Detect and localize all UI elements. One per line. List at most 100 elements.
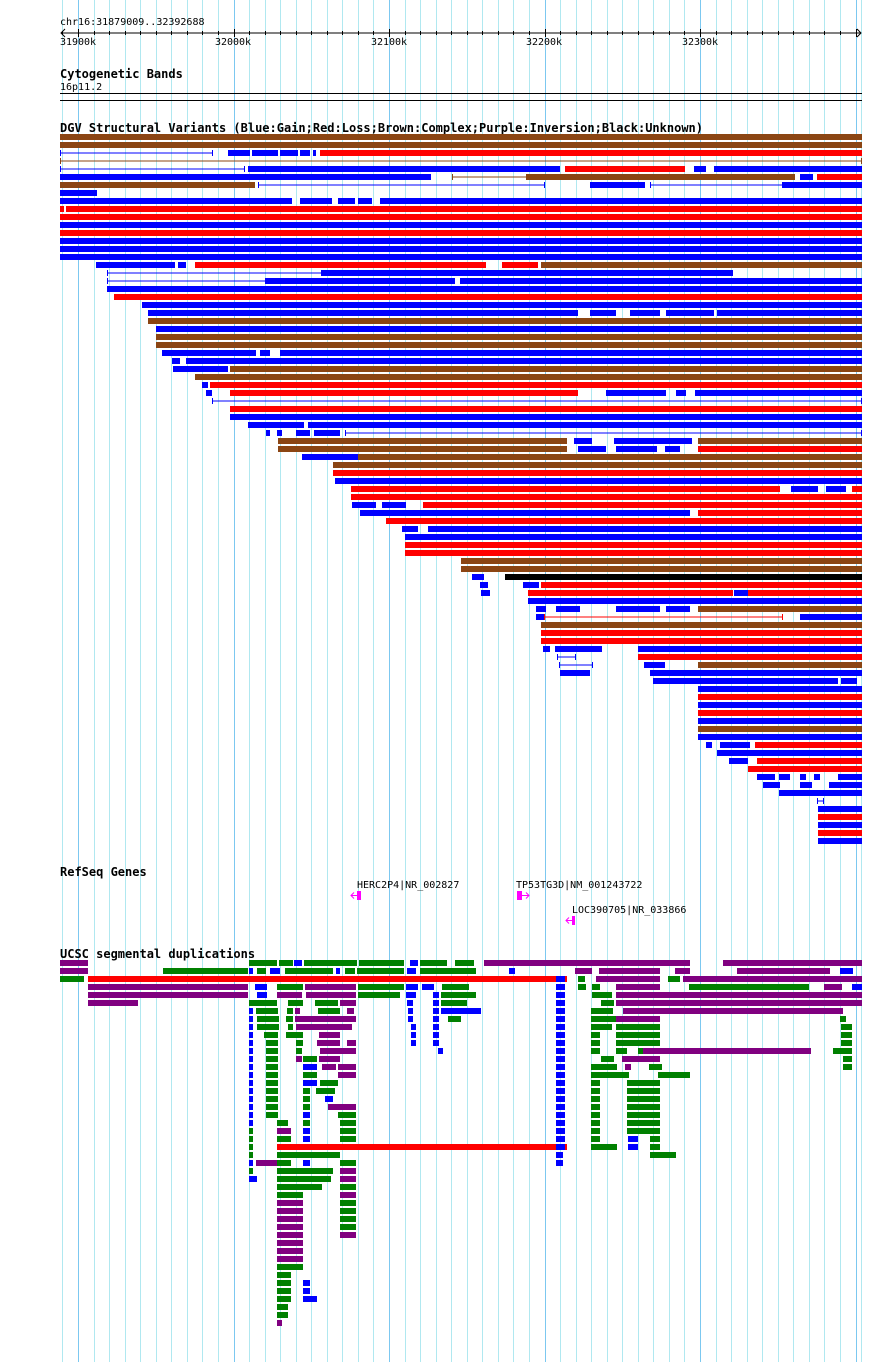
- segdup-green[interactable]: [249, 1152, 253, 1158]
- gain-variant[interactable]: [303, 1128, 310, 1134]
- gain-variant[interactable]: [698, 718, 862, 724]
- loss-variant[interactable]: [230, 406, 862, 412]
- gain-variant[interactable]: [60, 174, 431, 180]
- segdup-green[interactable]: [650, 1136, 660, 1142]
- gain-variant[interactable]: [249, 1120, 253, 1126]
- segdup-green[interactable]: [303, 1056, 317, 1062]
- gain-variant[interactable]: [249, 1088, 253, 1094]
- gain-variant[interactable]: [638, 646, 862, 652]
- segdup-green[interactable]: [591, 1072, 617, 1078]
- gain-variant[interactable]: [270, 968, 280, 974]
- segdup-green[interactable]: [638, 1048, 644, 1054]
- gain-variant[interactable]: [536, 614, 544, 620]
- segdup-purple[interactable]: [737, 968, 830, 974]
- loss-variant[interactable]: [60, 230, 862, 236]
- gain-variant[interactable]: [60, 222, 862, 228]
- segdup-green[interactable]: [601, 1000, 614, 1006]
- loss-variant[interactable]: [748, 590, 862, 596]
- loss-variant[interactable]: [817, 174, 862, 180]
- gain-variant[interactable]: [650, 670, 862, 676]
- gain-variant[interactable]: [838, 774, 862, 780]
- segdup-green[interactable]: [616, 1032, 660, 1038]
- segdup-green[interactable]: [266, 1048, 278, 1054]
- loss-variant[interactable]: [757, 758, 862, 764]
- segdup-purple[interactable]: [277, 1200, 303, 1206]
- gain-variant[interactable]: [358, 198, 372, 204]
- gain-variant[interactable]: [314, 430, 340, 436]
- segdup-green[interactable]: [591, 1112, 600, 1118]
- loss-variant[interactable]: [88, 976, 567, 982]
- segdup-green[interactable]: [340, 1208, 356, 1214]
- gain-variant[interactable]: [829, 782, 862, 788]
- gain-variant[interactable]: [142, 302, 862, 308]
- segdup-purple[interactable]: [340, 1176, 356, 1182]
- gain-variant[interactable]: [322, 270, 733, 276]
- segdup-green[interactable]: [288, 1000, 303, 1006]
- gain-variant[interactable]: [411, 1032, 416, 1038]
- loss-variant[interactable]: [277, 1144, 567, 1150]
- gain-variant[interactable]: [266, 278, 455, 284]
- gain-variant[interactable]: [720, 742, 750, 748]
- gain-variant[interactable]: [556, 1024, 565, 1030]
- loss-variant[interactable]: [818, 814, 862, 820]
- complex-variant[interactable]: [60, 134, 862, 140]
- segdup-green[interactable]: [357, 968, 404, 974]
- gain-variant[interactable]: [336, 968, 340, 974]
- gain-variant[interactable]: [433, 1016, 439, 1022]
- segdup-purple[interactable]: [277, 1256, 303, 1262]
- segdup-purple[interactable]: [277, 992, 302, 998]
- segdup-green[interactable]: [591, 1128, 600, 1134]
- segdup-green[interactable]: [591, 1080, 600, 1086]
- segdup-purple[interactable]: [625, 1064, 631, 1070]
- gain-variant[interactable]: [249, 1072, 253, 1078]
- segdup-green[interactable]: [627, 1104, 660, 1110]
- segdup-green[interactable]: [277, 984, 303, 990]
- gain-variant[interactable]: [644, 662, 665, 668]
- gain-variant[interactable]: [230, 414, 862, 420]
- gain-variant[interactable]: [441, 1008, 481, 1014]
- segdup-green[interactable]: [650, 1144, 660, 1150]
- gain-variant[interactable]: [757, 774, 775, 780]
- gain-variant[interactable]: [729, 758, 748, 764]
- complex-variant[interactable]: [541, 262, 862, 268]
- segdup-green[interactable]: [266, 1112, 278, 1118]
- gain-variant[interactable]: [107, 286, 862, 292]
- gain-variant[interactable]: [206, 390, 212, 396]
- loss-variant[interactable]: [565, 166, 685, 172]
- gain-variant[interactable]: [407, 1000, 413, 1006]
- gain-variant[interactable]: [178, 262, 186, 268]
- gain-variant[interactable]: [382, 502, 406, 508]
- complex-variant[interactable]: [527, 174, 795, 180]
- unknown-variant[interactable]: [505, 574, 862, 580]
- complex-variant[interactable]: [698, 606, 862, 612]
- segdup-green[interactable]: [833, 1048, 852, 1054]
- segdup-green[interactable]: [455, 960, 474, 966]
- gain-variant[interactable]: [556, 1096, 565, 1102]
- gain-variant[interactable]: [779, 774, 790, 780]
- gain-variant[interactable]: [296, 430, 310, 436]
- gain-variant[interactable]: [249, 1016, 253, 1022]
- gain-variant[interactable]: [556, 1120, 565, 1126]
- gain-variant[interactable]: [303, 1064, 317, 1070]
- segdup-purple[interactable]: [575, 968, 592, 974]
- segdup-green[interactable]: [277, 1312, 288, 1318]
- segdup-green[interactable]: [591, 1016, 616, 1022]
- segdup-green[interactable]: [256, 1008, 278, 1014]
- segdup-green[interactable]: [340, 1160, 356, 1166]
- gain-variant[interactable]: [172, 358, 180, 364]
- segdup-green[interactable]: [658, 1072, 690, 1078]
- gain-variant[interactable]: [666, 606, 690, 612]
- segdup-green[interactable]: [279, 960, 293, 966]
- segdup-green[interactable]: [303, 1088, 310, 1094]
- gain-variant[interactable]: [249, 968, 253, 974]
- segdup-green[interactable]: [288, 1024, 293, 1030]
- segdup-green[interactable]: [277, 1280, 291, 1286]
- segdup-green[interactable]: [420, 968, 476, 974]
- gain-variant[interactable]: [800, 774, 806, 780]
- segdup-green[interactable]: [616, 1024, 660, 1030]
- gain-variant[interactable]: [433, 1000, 439, 1006]
- loss-variant[interactable]: [351, 494, 862, 500]
- segdup-green[interactable]: [448, 1016, 461, 1022]
- segdup-green[interactable]: [249, 1168, 253, 1174]
